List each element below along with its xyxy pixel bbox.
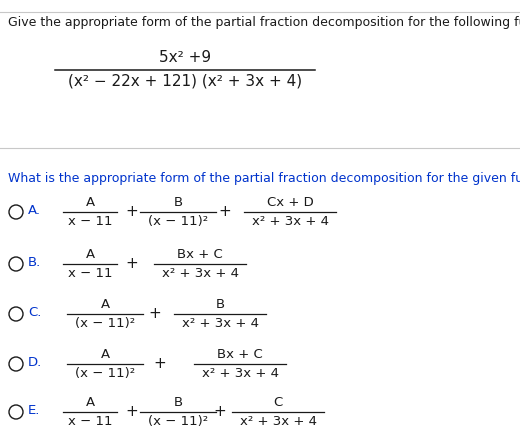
Text: (x − 11)²: (x − 11)² [75, 317, 135, 330]
Text: A: A [85, 248, 95, 261]
Text: 5x² +9: 5x² +9 [159, 50, 211, 65]
Text: x − 11: x − 11 [68, 415, 112, 428]
Text: C: C [274, 396, 283, 409]
Text: What is the appropriate form of the partial fraction decomposition for the given: What is the appropriate form of the part… [8, 172, 520, 185]
Text: x² + 3x + 4: x² + 3x + 4 [252, 215, 329, 228]
Text: Bx + C: Bx + C [217, 348, 263, 361]
Text: x² + 3x + 4: x² + 3x + 4 [240, 415, 317, 428]
Text: A.: A. [28, 204, 41, 217]
Text: B: B [215, 298, 225, 311]
Text: A: A [85, 196, 95, 209]
Text: Cx + D: Cx + D [267, 196, 314, 209]
Text: x − 11: x − 11 [68, 267, 112, 280]
Text: (x − 11)²: (x − 11)² [148, 215, 208, 228]
Text: A: A [85, 396, 95, 409]
Text: Give the appropriate form of the partial fraction decomposition for the followin: Give the appropriate form of the partial… [8, 16, 520, 29]
Text: B: B [174, 196, 183, 209]
Text: E.: E. [28, 404, 41, 417]
Text: (x − 11)²: (x − 11)² [148, 415, 208, 428]
Text: +: + [126, 405, 138, 420]
Text: (x − 11)²: (x − 11)² [75, 367, 135, 380]
Text: +: + [126, 205, 138, 219]
Text: C.: C. [28, 306, 42, 319]
Text: +: + [126, 256, 138, 271]
Text: A: A [100, 348, 110, 361]
Text: (x² − 22x + 121) (x² + 3x + 4): (x² − 22x + 121) (x² + 3x + 4) [68, 74, 302, 89]
Text: x² + 3x + 4: x² + 3x + 4 [181, 317, 258, 330]
Text: x² + 3x + 4: x² + 3x + 4 [162, 267, 239, 280]
Text: A: A [100, 298, 110, 311]
Text: +: + [149, 307, 161, 321]
Text: x² + 3x + 4: x² + 3x + 4 [202, 367, 279, 380]
Text: B: B [174, 396, 183, 409]
Text: D.: D. [28, 356, 42, 369]
Text: +: + [218, 205, 231, 219]
Text: Bx + C: Bx + C [177, 248, 223, 261]
Text: x − 11: x − 11 [68, 215, 112, 228]
Text: +: + [214, 405, 226, 420]
Text: +: + [153, 356, 166, 372]
Text: B.: B. [28, 256, 41, 269]
